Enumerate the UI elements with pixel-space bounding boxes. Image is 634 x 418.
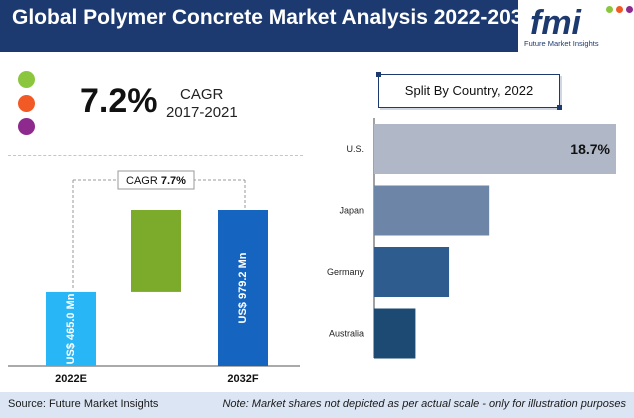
logo-dot-orange — [616, 6, 623, 13]
section-divider — [8, 155, 303, 156]
purple-dot-icon — [18, 118, 35, 135]
cagr-annotation-value: 7.7% — [161, 175, 186, 187]
market-size-chart: US$ 465.0 Mn 2022E US$ 979.2 Mn 2032F CAGR 7… — [8, 170, 300, 385]
logo-subtitle: Future Market Insights — [524, 39, 599, 48]
bar-value-label: 18.7% — [570, 141, 610, 157]
country-bar-us — [374, 124, 616, 174]
bar-2032F — [218, 210, 268, 366]
y-tick-label: Japan — [339, 206, 364, 216]
corner-marker — [376, 72, 381, 77]
cagr-annotation-prefix: CAGR — [126, 175, 161, 187]
y-tick-label: Germany — [327, 267, 365, 277]
x-tick-label: 2022E — [55, 373, 87, 385]
logo-dot-purple — [626, 6, 633, 13]
footer-note: Note: Market shares not depicted as per … — [222, 398, 626, 410]
logo-text: fmi — [530, 4, 581, 42]
green-dot-icon — [18, 71, 35, 88]
split-by-country-box: Split By Country, 2022 — [376, 72, 562, 110]
fmi-logo: fmi Future Market Insights — [518, 0, 634, 52]
y-tick-label: U.S. — [346, 144, 364, 154]
cagr-annotation: CAGR 7.7% — [126, 175, 186, 187]
cagr-value: 7.2% — [80, 82, 158, 120]
growth-bar — [131, 210, 181, 292]
bar-value-label: US$ 979.2 Mn — [237, 252, 249, 323]
country-split-chart: U.S. 18.7% Japan Germany Australia — [327, 118, 616, 359]
logo-dot-green — [606, 6, 613, 13]
page-title: Global Polymer Concrete Market Analysis … — [12, 6, 535, 29]
cagr-years: 2017-2021 — [166, 104, 238, 121]
y-tick-label: Australia — [329, 329, 364, 339]
footer-bar: Source: Future Market Insights Note: Mar… — [0, 392, 634, 418]
country-bar-australia — [374, 308, 416, 359]
footer-source: Source: Future Market Insights — [8, 398, 159, 410]
cagr-label: CAGR — [180, 86, 224, 103]
bar-2022E — [46, 291, 96, 366]
orange-dot-icon — [18, 95, 35, 112]
country-bar-germany — [374, 247, 450, 297]
corner-marker — [557, 105, 562, 110]
bar-value-label: US$ 465.0 Mn — [65, 293, 77, 364]
split-title: Split By Country, 2022 — [404, 83, 534, 98]
cagr-annotation-box — [117, 170, 195, 190]
country-bar-japan — [374, 185, 490, 236]
x-tick-label: 2032F — [227, 373, 258, 385]
